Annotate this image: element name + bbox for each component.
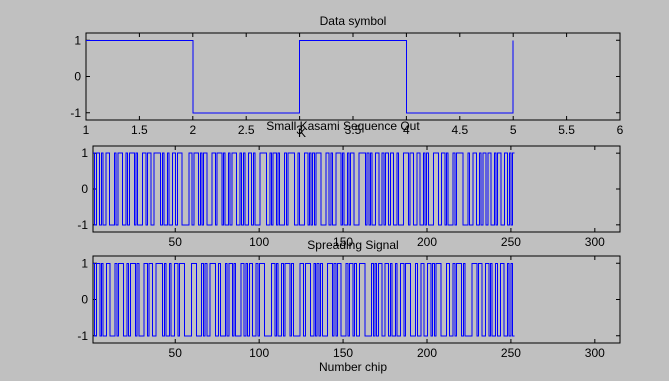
kasami-sequence-ytick-label: 1 xyxy=(81,146,88,160)
data-symbol-xlabel: K xyxy=(298,126,306,140)
kasami-sequence-xtick-label: 300 xyxy=(585,235,605,249)
spreading-signal-ytick-label: 0 xyxy=(81,293,88,307)
data-symbol-title: Data symbol xyxy=(320,14,387,28)
spreading-signal-xtick-label: 100 xyxy=(249,346,269,360)
kasami-sequence-title: Small Kasami Sequence Out xyxy=(266,119,420,133)
data-symbol-xtick-label: 4 xyxy=(403,123,410,137)
spreading-signal-plot: Spreading Signal Number chip 50 100 150 200… xyxy=(77,238,621,374)
spreading-signal-xtick-label: 150 xyxy=(333,346,353,360)
data-symbol-plot: Data symbol K 1 1.5 2 2.5 3 3.5 4 4.5 5 5.5 6 -1 0 1 xyxy=(70,14,623,140)
kasami-sequence-xtick-label: 200 xyxy=(417,235,437,249)
kasami-sequence-ytick-label: 0 xyxy=(81,182,88,196)
data-symbol-ytick-label: 1 xyxy=(74,33,81,47)
kasami-sequence-xtick-label: 150 xyxy=(333,235,353,249)
data-symbol-xtick-label: 6 xyxy=(617,123,624,137)
data-symbol-xtick-label: 2 xyxy=(189,123,196,137)
data-symbol-series-line xyxy=(86,39,514,114)
spreading-signal-ytick-label: -1 xyxy=(77,329,88,343)
data-symbol-xtick-label: 4.5 xyxy=(451,123,468,137)
kasami-sequence-plot: Small Kasami Sequence Out 50 100 150 200 250… xyxy=(77,119,621,249)
kasami-sequence-xtick-label: 100 xyxy=(249,235,269,249)
spreading-signal-xtick-label: 50 xyxy=(169,346,183,360)
kasami-sequence-xtick-label: 250 xyxy=(501,235,521,249)
spreading-signal-xtick-label: 250 xyxy=(501,346,521,360)
spreading-signal-xtick-label: 200 xyxy=(417,346,437,360)
data-symbol-xtick-label: 1 xyxy=(83,123,90,137)
data-symbol-xtick-label: 5.5 xyxy=(558,123,575,137)
kasami-sequence-series-line xyxy=(93,152,515,226)
data-symbol-xtick-label: 1.5 xyxy=(131,123,148,137)
data-symbol-xtick-label: 2.5 xyxy=(238,123,255,137)
data-symbol-xtick-label: 5 xyxy=(510,123,517,137)
data-symbol-ticks: 1 1.5 2 2.5 3 3.5 4 4.5 5 5.5 6 -1 0 1 xyxy=(70,33,624,137)
spreading-signal-ytick-label: 1 xyxy=(81,256,88,270)
spreading-signal-xtick-label: 300 xyxy=(585,346,605,360)
data-symbol-ytick-label: -1 xyxy=(70,106,81,120)
spreading-signal-series-line xyxy=(93,262,515,337)
spreading-signal-xlabel: Number chip xyxy=(319,360,387,374)
kasami-sequence-xtick-label: 50 xyxy=(169,235,183,249)
spreading-signal-title: Spreading Signal xyxy=(307,238,398,252)
data-symbol-ytick-label: 0 xyxy=(74,70,81,84)
kasami-sequence-ytick-label: -1 xyxy=(77,218,88,232)
spreading-signal-ticks: 50 100 150 200 250 300 -1 0 1 xyxy=(77,256,620,360)
data-symbol-xtick-label: 3 xyxy=(296,123,303,137)
data-symbol-xtick-label: 3.5 xyxy=(345,123,362,137)
